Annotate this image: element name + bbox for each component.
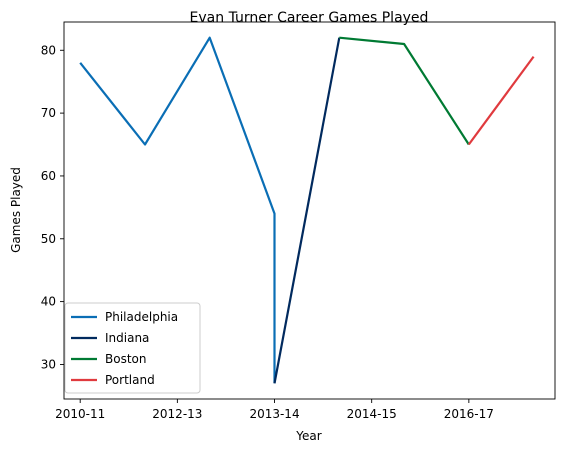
x-tick-label: 2012-13 [152, 407, 202, 421]
series-line-indiana [273, 37, 341, 384]
chart-title: Evan Turner Career Games Played [190, 10, 429, 26]
x-axis-ticks: 2010-11 2012-13 2013-14 2014-15 2016-17 [55, 399, 494, 421]
legend: Philadelphia Indiana Boston Portland [64, 302, 201, 394]
axes-frame [63, 21, 556, 400]
legend-label: Indiana [105, 331, 149, 345]
y-axis-label: Games Played [9, 167, 23, 253]
x-tick-label: 2013-14 [249, 407, 299, 421]
series-line-philadelphia [79, 36, 276, 384]
legend-box [64, 302, 201, 394]
y-tick-label: 60 [41, 169, 56, 183]
series-line-boston [339, 36, 470, 146]
x-tick-label: 2014-15 [347, 407, 397, 421]
y-tick-label: 40 [41, 295, 56, 309]
legend-label: Boston [105, 352, 146, 366]
x-tick-label: 2016-17 [444, 407, 494, 421]
y-axis-ticks: 30 40 50 60 70 80 [41, 43, 64, 371]
legend-label: Philadelphia [105, 310, 178, 324]
legend-label: Portland [105, 373, 155, 387]
y-tick-label: 50 [41, 232, 56, 246]
series-line-portland [467, 55, 535, 146]
plot-area [79, 36, 535, 384]
y-tick-label: 80 [41, 43, 56, 57]
x-axis-label: Year [295, 429, 321, 443]
y-tick-label: 30 [41, 357, 56, 371]
y-tick-label: 70 [41, 106, 56, 120]
x-tick-label: 2010-11 [55, 407, 105, 421]
